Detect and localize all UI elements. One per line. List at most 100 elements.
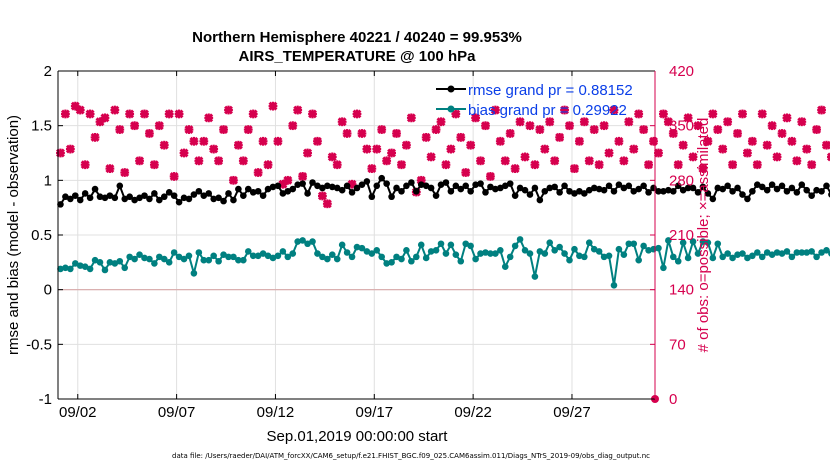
- obs-assimilated-point: [797, 117, 807, 127]
- bias-point: [571, 245, 578, 253]
- rmse-point: [778, 182, 786, 190]
- obs-assimilated-point: [540, 144, 550, 154]
- rmse-point: [225, 190, 232, 197]
- rmse-point: [674, 182, 682, 190]
- bias-point: [689, 238, 697, 245]
- rmse-point: [121, 195, 129, 203]
- obs-assimilated-point: [56, 148, 65, 158]
- obs-assimilated-point: [594, 160, 604, 170]
- obs-assimilated-point: [342, 129, 352, 138]
- bias-point: [314, 250, 321, 257]
- y-tick-label: 0.5: [31, 227, 52, 244]
- rmse-point: [719, 185, 727, 193]
- rmse-point: [111, 194, 119, 202]
- rmse-point: [131, 196, 138, 204]
- bias-point: [170, 249, 178, 256]
- bias-point: [437, 240, 445, 248]
- bias-point: [353, 243, 361, 251]
- bias-point: [576, 252, 583, 260]
- bias-point: [694, 250, 702, 257]
- obs-assimilated-point: [545, 117, 555, 127]
- rmse-point: [452, 182, 460, 190]
- bias-point: [744, 254, 751, 262]
- bias-point: [739, 250, 746, 257]
- bias-point: [131, 255, 138, 263]
- rmse-point: [284, 187, 292, 195]
- rmse-point: [803, 186, 811, 194]
- rmse-point: [304, 190, 311, 197]
- obs-assimilated-point: [125, 109, 135, 119]
- obs-assimilated-point: [110, 105, 120, 115]
- bias-point: [615, 245, 623, 253]
- bias-point: [254, 252, 262, 260]
- y-tick-label: 1.5: [31, 118, 52, 135]
- bias-point: [309, 238, 316, 245]
- x-tick-label: 09/12: [257, 404, 295, 421]
- obs-assimilated-point: [604, 148, 614, 158]
- obs-assimilated-point: [747, 136, 757, 146]
- rmse-point: [57, 201, 64, 208]
- bias-point: [62, 264, 69, 272]
- bias-point: [754, 249, 761, 256]
- bias-point: [763, 249, 771, 256]
- rmse-point: [67, 195, 74, 203]
- rmse-point: [101, 194, 109, 202]
- obs-assimilated-point: [248, 109, 258, 119]
- legend-rmse-marker: [447, 85, 455, 93]
- bias-point: [477, 250, 484, 257]
- bias-point: [146, 255, 153, 263]
- bias-point: [333, 255, 341, 263]
- rmse-point: [230, 196, 237, 204]
- rmse-point: [497, 184, 504, 192]
- rmse-point: [427, 184, 435, 192]
- rmse-point: [457, 185, 465, 193]
- grid: [58, 70, 655, 400]
- bias-point: [259, 250, 267, 257]
- obs-assimilated-point: [762, 140, 772, 150]
- rmse-point: [180, 194, 188, 202]
- rmse-point: [600, 186, 608, 194]
- bias-point: [749, 252, 756, 260]
- bias-point: [398, 255, 405, 263]
- rmse-point: [328, 183, 336, 191]
- obs-x-stroke: [826, 152, 830, 158]
- bias-point: [546, 239, 554, 246]
- bias-point: [324, 255, 331, 263]
- obs-assimilated-point: [500, 156, 510, 166]
- rmse-point: [556, 189, 563, 196]
- rmse-point: [62, 193, 69, 201]
- bias-point: [116, 257, 124, 265]
- obs-assimilated-point: [327, 152, 337, 162]
- bias-point: [279, 248, 287, 255]
- bias-point: [106, 259, 114, 266]
- bias-point: [783, 248, 791, 255]
- rmse-point: [808, 192, 815, 199]
- bias-point: [121, 264, 129, 272]
- bias-point: [383, 260, 390, 267]
- obs-assimilated-point: [668, 129, 678, 138]
- obs-assimilated-point: [792, 156, 802, 166]
- bias-point: [813, 253, 820, 261]
- rmse-point: [645, 189, 652, 196]
- rmse-point: [348, 189, 356, 196]
- bias-point: [551, 247, 558, 254]
- bias-point: [205, 256, 213, 264]
- obs-assimilated-point: [822, 140, 830, 150]
- bias-point: [249, 252, 257, 260]
- y-tick-label: 0: [44, 282, 52, 299]
- rmse-point: [768, 181, 776, 189]
- obs-assimilated-point: [352, 109, 362, 119]
- rmse-point: [694, 189, 702, 196]
- obs-assimilated-point: [243, 125, 253, 135]
- bias-point: [492, 250, 499, 257]
- bias-point: [165, 259, 173, 266]
- obs-assimilated-point: [303, 148, 313, 158]
- bias-point: [230, 253, 237, 261]
- obs-assimilated-point: [565, 121, 574, 131]
- obs-assimilated-point: [214, 156, 224, 166]
- rmse-point: [615, 181, 623, 189]
- obs-assimilated-point: [787, 136, 797, 146]
- obs-assimilated-point: [683, 113, 693, 123]
- obs-assimilated-point: [688, 152, 698, 162]
- obs-assimilated-point: [273, 136, 283, 146]
